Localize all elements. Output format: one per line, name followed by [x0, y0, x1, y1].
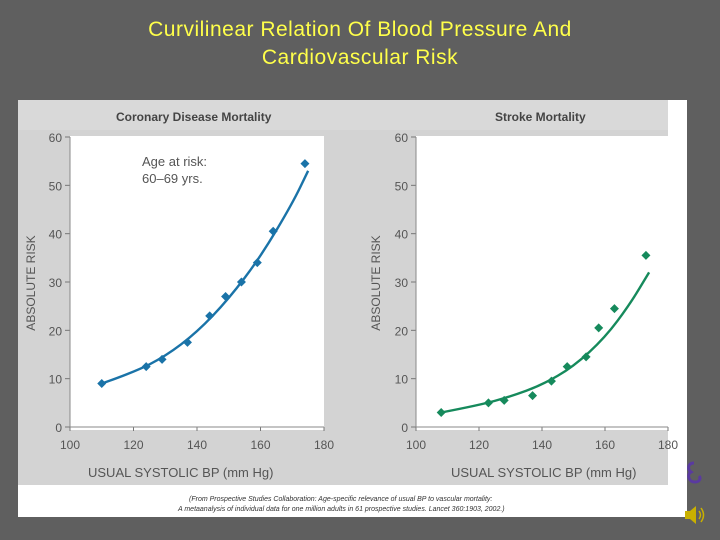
- slide-title-line-2: Cardiovascular Risk: [261, 46, 459, 69]
- stroke-data-point: [436, 408, 446, 417]
- age-annotation-line-2: 60–69 yrs.: [142, 171, 203, 186]
- coronary-data-point: [221, 292, 231, 301]
- coronary-y-tick-label: 20: [49, 324, 63, 338]
- stroke-plot-area: [416, 136, 668, 430]
- coronary-y-tick-label: 0: [55, 421, 62, 435]
- stroke-y-axis-label: ABSOLUTE RISK: [369, 235, 383, 330]
- coronary-data-point: [236, 277, 246, 287]
- coronary-data-point: [157, 354, 167, 364]
- speaker-icon[interactable]: [682, 502, 708, 528]
- stroke-trend-curve: [440, 271, 651, 414]
- coronary-x-axis-label: USUAL SYSTOLIC BP (mm Hg): [88, 465, 273, 480]
- coronary-data-point: [97, 379, 107, 388]
- coronary-x-tick-label: 140: [187, 438, 207, 452]
- coronary-y-axis-label: ABSOLUTE RISK: [24, 235, 38, 330]
- stroke-x-tick-label: 140: [532, 438, 552, 452]
- stroke-y-tick-label: 40: [395, 228, 409, 242]
- stroke-y-tick-label: 20: [395, 324, 409, 338]
- coronary-data-point: [252, 258, 262, 268]
- stroke-data-point: [499, 395, 509, 405]
- figure-svg: Coronary Disease Mortality Stroke Mortal…: [18, 100, 687, 517]
- coronary-y-tick-label: 60: [49, 131, 63, 145]
- stroke-y-tick-label: 50: [395, 179, 409, 193]
- stroke-data-point: [641, 250, 651, 260]
- stroke-x-tick-label: 120: [469, 438, 489, 452]
- coronary-x-tick-label: 180: [314, 438, 334, 452]
- logo-mark-icon: [687, 461, 702, 484]
- age-annotation-line-1: Age at risk:: [142, 154, 207, 169]
- stroke-data-point: [546, 376, 556, 386]
- chart-layer: 0 10 20 30 40 50 60 100 120 140 160 180 0 10 20 30 40 50 6…: [49, 131, 679, 452]
- figure-header-bar: [18, 100, 687, 130]
- coronary-data-point: [141, 362, 151, 372]
- coronary-data-point: [182, 337, 192, 347]
- coronary-x-tick-label: 160: [250, 438, 270, 452]
- coronary-y-tick-label: 30: [49, 276, 63, 290]
- stroke-x-tick-label: 100: [406, 438, 426, 452]
- stroke-y-tick-label: 30: [395, 276, 409, 290]
- citation-line-2: A metaanalysis of individual data for on…: [177, 506, 505, 513]
- coronary-y-tick-label: 50: [49, 179, 63, 193]
- stroke-data-point: [594, 323, 604, 333]
- stroke-data-point: [609, 304, 619, 314]
- stroke-data-point: [528, 391, 538, 401]
- coronary-chart-title: Coronary Disease Mortality: [116, 110, 272, 124]
- stroke-data-point: [483, 398, 493, 408]
- stroke-y-tick-label: 0: [401, 421, 408, 435]
- slide-title: Curvilinear Relation Of Blood Pressure A…: [0, 16, 720, 72]
- figure-panel: Coronary Disease Mortality Stroke Mortal…: [18, 100, 687, 517]
- slide-title-line-1: Curvilinear Relation Of Blood Pressure A…: [148, 18, 572, 41]
- stroke-x-tick-label: 160: [595, 438, 615, 452]
- figure-right-strip: [668, 100, 687, 485]
- stroke-y-tick-label: 10: [395, 373, 409, 387]
- stroke-data-point: [562, 362, 572, 372]
- coronary-y-tick-label: 40: [49, 228, 63, 242]
- coronary-data-point: [205, 311, 215, 321]
- coronary-data-point: [268, 226, 278, 236]
- stroke-chart-title: Stroke Mortality: [495, 110, 586, 124]
- stroke-data-point: [581, 352, 591, 362]
- coronary-x-tick-label: 120: [123, 438, 143, 452]
- stroke-x-axis-label: USUAL SYSTOLIC BP (mm Hg): [451, 465, 636, 480]
- stroke-y-tick-label: 60: [395, 131, 409, 145]
- stroke-x-tick-label: 180: [658, 438, 678, 452]
- coronary-y-tick-label: 10: [49, 373, 63, 387]
- coronary-x-tick-label: 100: [60, 438, 80, 452]
- citation-band: [18, 485, 687, 517]
- citation-line-1: (From Prospective Studies Collaboration:…: [189, 496, 492, 503]
- coronary-plot-area: [70, 136, 324, 430]
